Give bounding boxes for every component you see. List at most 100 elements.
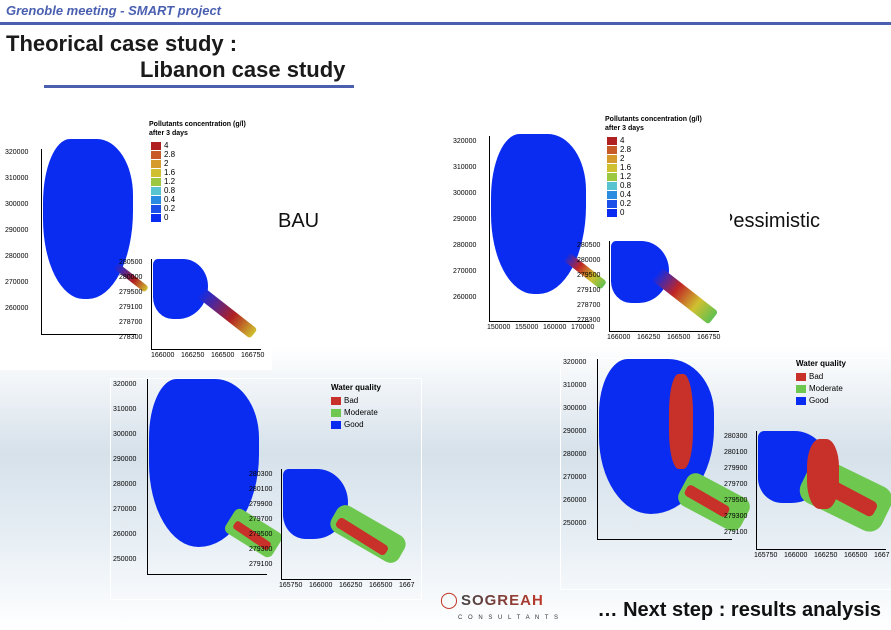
wq-legend: Water quality BadModerateGood [796, 359, 846, 408]
tick: 166000 [309, 582, 332, 589]
legend-row: 1.6 [607, 163, 631, 172]
inset-y-axis [151, 259, 152, 349]
label-bau: BAU [278, 210, 319, 233]
legend-row: Moderate [796, 384, 846, 393]
next-step-text: … Next step : results analysis [598, 599, 881, 622]
tick: 279900 [724, 465, 747, 472]
y-axis [147, 379, 148, 574]
tick: 279100 [724, 529, 747, 536]
header-text: Grenoble meeting - SMART project [6, 3, 221, 18]
tick: 279700 [249, 516, 272, 523]
panel-subtitle: after 3 days [149, 130, 188, 137]
bau-inset-map [153, 259, 208, 319]
tick: 166500 [844, 552, 867, 559]
tick: 310000 [563, 382, 586, 389]
tick: 300000 [563, 405, 586, 412]
tick: 280500 [577, 242, 600, 249]
bau-pollutant-panel: Pollutants concentration (g/l) after 3 d… [0, 118, 272, 370]
logo: ◯ SOGREAH C O N S U L T A N T S [440, 590, 560, 622]
tick: 166250 [814, 552, 837, 559]
inset-y-axis [609, 241, 610, 331]
inset-x-axis [756, 549, 886, 550]
tick: 320000 [563, 359, 586, 366]
legend-row: 2 [151, 159, 175, 168]
tick: 278700 [119, 319, 142, 326]
tick: 270000 [563, 474, 586, 481]
tick: 290000 [113, 456, 136, 463]
title-line2: Libanon case study [0, 57, 891, 83]
tick: 166000 [784, 552, 807, 559]
tick: 170000 [571, 324, 594, 331]
tick: 320000 [453, 138, 476, 145]
tick: 166500 [369, 582, 392, 589]
tick: 166500 [667, 334, 690, 341]
tick: 166500 [211, 352, 234, 359]
panel-subtitle: after 3 days [605, 125, 644, 132]
tick: 280500 [119, 259, 142, 266]
legend-row: 1.2 [607, 172, 631, 181]
inset-y-axis [281, 469, 282, 579]
label-pessimistic: Pessimistic [720, 210, 820, 233]
tick: 166000 [151, 352, 174, 359]
tick: 280000 [563, 451, 586, 458]
x-axis [597, 539, 732, 540]
title-block: Theorical case study : Libanon case stud… [0, 31, 891, 88]
tick: 310000 [453, 164, 476, 171]
tick: 280300 [249, 471, 272, 478]
inset-x-axis [151, 349, 261, 350]
x-axis [489, 321, 589, 322]
legend-row: 0.4 [151, 195, 175, 204]
tick: 279500 [249, 531, 272, 538]
pess-map [491, 134, 586, 294]
legend-row: Bad [796, 372, 846, 381]
tick: 166250 [637, 334, 660, 341]
tick: 280000 [119, 274, 142, 281]
pess-pollutant-panel: Pollutants concentration (g/l) after 3 d… [448, 115, 730, 347]
tick: 166250 [339, 582, 362, 589]
legend-row: 0.2 [607, 199, 631, 208]
tick: 279900 [249, 501, 272, 508]
tick: 166000 [607, 334, 630, 341]
tick: 155000 [515, 324, 538, 331]
tick: 279100 [577, 287, 600, 294]
tick: 280000 [5, 253, 28, 260]
tick: 1667 [399, 582, 415, 589]
tick: 300000 [5, 201, 28, 208]
tick: 166750 [697, 334, 720, 341]
tick: 270000 [113, 506, 136, 513]
y-axis [41, 149, 42, 334]
legend-row: Good [796, 396, 846, 405]
tick: 310000 [5, 175, 28, 182]
tick: 290000 [5, 227, 28, 234]
tick: 250000 [563, 520, 586, 527]
legend-row: Moderate [331, 408, 381, 417]
legend-row: 0.2 [151, 204, 175, 213]
tick: 310000 [113, 406, 136, 413]
panel-title: Pollutants concentration (g/l) [149, 121, 246, 128]
legend-row: 0.8 [607, 181, 631, 190]
tick: 279500 [577, 272, 600, 279]
legend-row: 2.8 [151, 150, 175, 159]
legend-row: 0.8 [151, 186, 175, 195]
legend-row: 0.4 [607, 190, 631, 199]
legend-row: 1.6 [151, 168, 175, 177]
tick: 280100 [249, 486, 272, 493]
tick: 320000 [5, 149, 28, 156]
bau-inset-plume [197, 287, 258, 338]
title-line1: Theorical case study : [0, 31, 891, 57]
inset-x-axis [609, 331, 719, 332]
tick: 270000 [5, 279, 28, 286]
tick: 279300 [249, 546, 272, 553]
logo-sub: C O N S U L T A N T S [440, 615, 560, 621]
legend-row: 0 [607, 208, 631, 217]
tick: 165750 [754, 552, 777, 559]
tick: 280000 [577, 257, 600, 264]
x-axis [147, 574, 267, 575]
y-axis [489, 136, 490, 321]
tick: 260000 [5, 305, 28, 312]
legend-row: 1.2 [151, 177, 175, 186]
tick: 320000 [113, 381, 136, 388]
tick: 278700 [577, 302, 600, 309]
wq-legend: Water quality BadModerateGood [331, 383, 381, 432]
title-underline [44, 85, 354, 88]
